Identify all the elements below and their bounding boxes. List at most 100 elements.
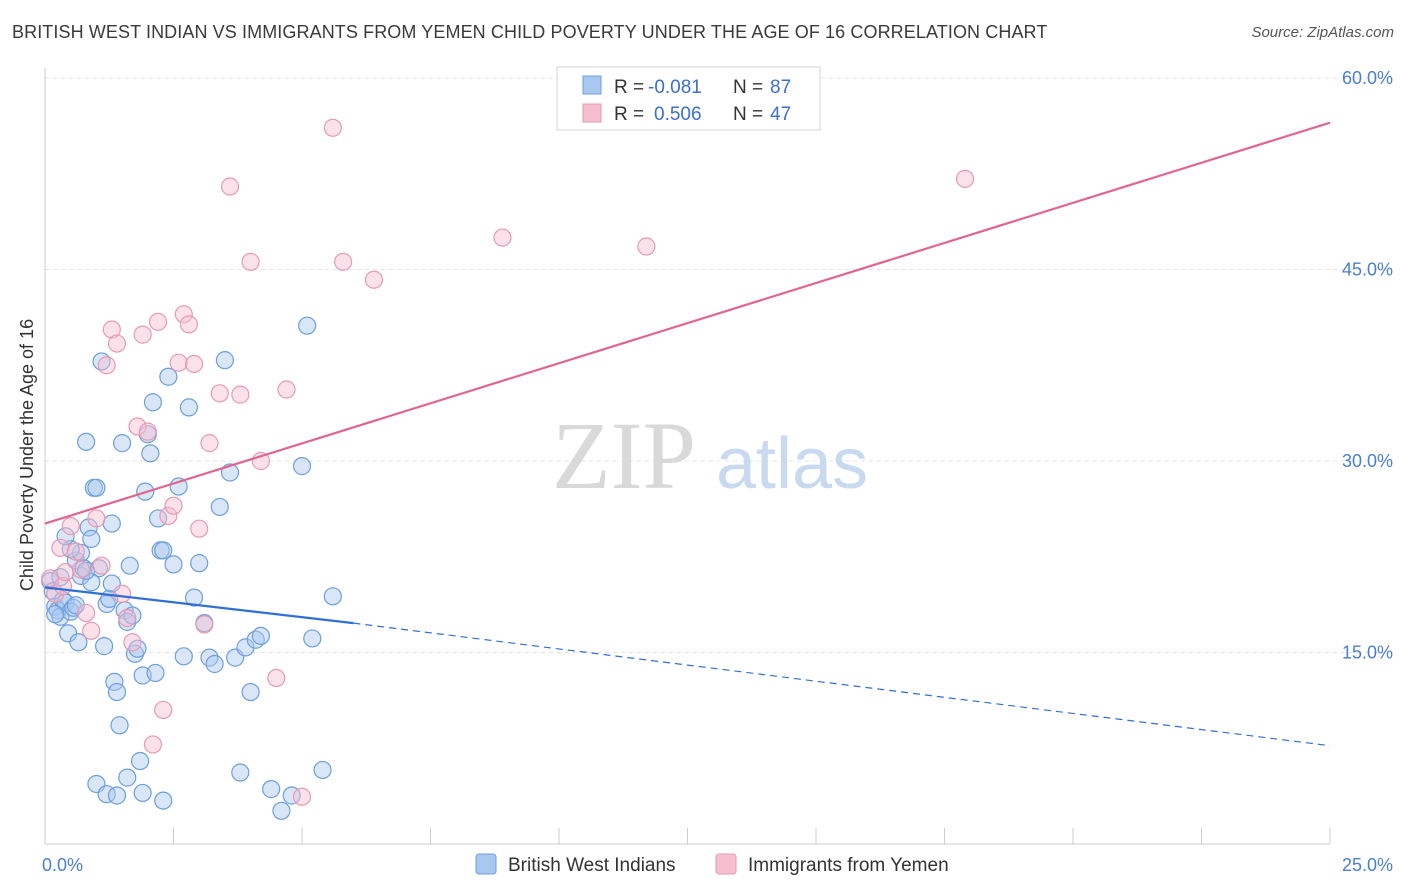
data-point [215, 351, 234, 370]
source-credit: Source: ZipAtlas.com [1251, 24, 1394, 41]
data-point [118, 608, 137, 628]
series-immigrants-from-yemen [41, 118, 975, 806]
data-point [112, 434, 132, 453]
data-point [120, 556, 139, 575]
data-point [87, 478, 106, 497]
data-point [190, 519, 209, 538]
data-point [313, 760, 332, 780]
y-axis-label: Child Poverty Under the Age of 16 [17, 319, 37, 591]
data-point [77, 432, 96, 451]
chart-title: BRITISH WEST INDIAN VS IMMIGRANTS FROM Y… [12, 22, 1048, 42]
trend-line-british-west-indians [44, 586, 354, 625]
data-point [184, 354, 204, 374]
data-point [292, 457, 312, 476]
y-tick-label: 60.0% [1342, 68, 1393, 88]
data-point [231, 385, 250, 404]
stats-r-label-blue: R = [614, 77, 644, 98]
data-point [125, 644, 145, 663]
data-point [210, 497, 229, 517]
data-point [66, 596, 85, 615]
data-point [210, 384, 229, 403]
data-point [107, 786, 127, 805]
legend-swatch-pink [715, 853, 737, 875]
data-point [82, 621, 101, 640]
data-point [71, 560, 91, 579]
data-point [323, 587, 342, 606]
data-point [955, 169, 975, 188]
data-point [364, 270, 384, 289]
axes [44, 68, 1331, 845]
watermark-atlas: atlas [716, 424, 868, 504]
stats-n-label-blue: N = [733, 77, 763, 98]
data-point [637, 237, 656, 256]
data-point [292, 787, 312, 806]
stats-n-label-pink: N = [733, 104, 763, 125]
data-point [77, 603, 96, 623]
data-point [56, 527, 75, 546]
data-point [154, 541, 173, 560]
data-point [56, 562, 75, 582]
data-point [110, 716, 129, 735]
data-point [46, 605, 65, 624]
data-point [272, 801, 291, 820]
stats-swatch-pink [582, 103, 602, 123]
data-point [154, 700, 173, 720]
data-point [179, 398, 199, 417]
stats-r-value-pink: 0.506 [654, 104, 702, 125]
data-point [241, 682, 260, 702]
data-point [97, 356, 116, 375]
data-point [102, 320, 121, 339]
y-tick-label: 45.0% [1342, 260, 1393, 280]
data-point [298, 316, 317, 335]
legend-label-immigrants-from-yemen: Immigrants from Yemen [748, 855, 949, 876]
data-point [128, 417, 147, 436]
data-point [159, 367, 178, 386]
data-point [493, 228, 512, 247]
data-point [154, 791, 173, 810]
data-point [138, 422, 157, 441]
data-point [277, 380, 296, 399]
stats-swatch-blue [582, 75, 602, 95]
data-point [87, 509, 106, 528]
x-tick-label: 0.0% [42, 855, 83, 875]
data-point [179, 315, 199, 334]
data-point [169, 353, 188, 372]
data-point [123, 633, 142, 652]
data-point [231, 763, 250, 782]
data-point [262, 780, 281, 799]
data-point [141, 444, 160, 463]
watermark-zip: ZIP [552, 402, 696, 509]
data-point [61, 517, 80, 536]
gridlines [45, 77, 1392, 653]
data-point [251, 626, 270, 646]
legend-swatch-blue [475, 853, 497, 875]
data-point [112, 584, 132, 603]
data-point [92, 556, 111, 575]
data-point [174, 647, 193, 666]
data-point [107, 334, 127, 353]
data-point [146, 663, 165, 683]
trend-line-british-west-indians-extension [353, 622, 1331, 747]
data-point [220, 177, 240, 196]
data-point [334, 252, 353, 271]
data-point [195, 615, 214, 634]
data-point [123, 606, 142, 625]
data-point [102, 514, 121, 533]
data-point [323, 118, 342, 137]
data-point [118, 768, 137, 787]
data-point [159, 506, 178, 525]
data-point [95, 637, 114, 656]
data-point [164, 496, 183, 515]
data-point [133, 783, 152, 803]
data-point [82, 529, 101, 548]
data-point [205, 654, 224, 674]
y-tick-label: 15.0% [1342, 643, 1393, 663]
data-point [133, 325, 152, 344]
data-point [267, 668, 286, 688]
data-point [174, 305, 193, 324]
stats-legend: R = -0.081 N = 87 R = 0.506 N = 47 [556, 66, 821, 131]
data-point [59, 624, 78, 643]
data-point [130, 751, 150, 771]
x-tick-labels: 0.0% 25.0% [42, 855, 1393, 875]
